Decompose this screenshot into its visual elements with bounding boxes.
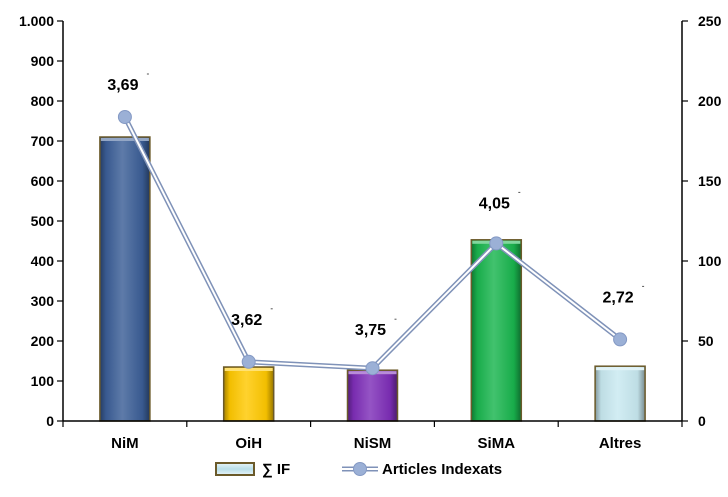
legend: ∑ IF Articles Indexats [215, 461, 502, 478]
point-sima [489, 236, 504, 251]
bar-nism [346, 369, 399, 422]
bar-sima [470, 239, 523, 422]
bar-nim [99, 136, 151, 422]
right-tick-label: 250 [698, 13, 722, 29]
data-label: 3,62 [231, 312, 262, 329]
category-label: NiSM [354, 435, 392, 452]
right-tick-label: 50 [698, 333, 714, 349]
left-tick-label: 100 [31, 373, 55, 389]
legend-swatch-bar [215, 462, 255, 476]
bar-oih [222, 366, 275, 422]
left-tick-label: 800 [31, 93, 55, 109]
bar-altres [594, 365, 646, 422]
axes: 0 100 200 300 400 500 600 700 800 900 1.000 0 50 100 1… [19, 13, 722, 452]
legend-label-bar: ∑ IF [262, 461, 290, 478]
legend-swatch-point [353, 462, 367, 476]
point-oih [241, 354, 256, 369]
bar-series [99, 136, 646, 422]
left-tick-label: 500 [31, 213, 55, 229]
data-label: 3,69 [107, 77, 138, 94]
right-tick-label: 200 [698, 93, 722, 109]
left-tick-label: 900 [31, 53, 55, 69]
left-tick-label: 0 [46, 413, 54, 429]
point-altres [613, 332, 628, 347]
right-tick-label: 100 [698, 253, 722, 269]
category-label: NiM [111, 435, 139, 452]
right-tick-label: 0 [698, 413, 706, 429]
point-nism [365, 361, 380, 376]
point-nim [117, 110, 132, 124]
left-tick-label: 600 [31, 173, 55, 189]
left-tick-label: 200 [31, 333, 55, 349]
right-tick-label: 150 [698, 173, 722, 189]
left-tick-label: 700 [31, 133, 55, 149]
data-label: 3,75 [355, 322, 386, 339]
left-tick-label: 1.000 [19, 13, 54, 29]
data-label: 2,72 [603, 289, 634, 306]
data-labels: 3,69 3,62 3,75 4,05 2,72 [107, 73, 645, 339]
left-tick-label: 300 [31, 293, 55, 309]
legend-label-line: Articles Indexats [382, 461, 502, 478]
line-series [117, 110, 628, 376]
category-label: OiH [235, 435, 262, 452]
left-tick-label: 400 [31, 253, 55, 269]
data-label: 4,05 [479, 195, 510, 212]
category-label: Altres [599, 435, 642, 452]
category-label: SiMA [478, 435, 516, 452]
